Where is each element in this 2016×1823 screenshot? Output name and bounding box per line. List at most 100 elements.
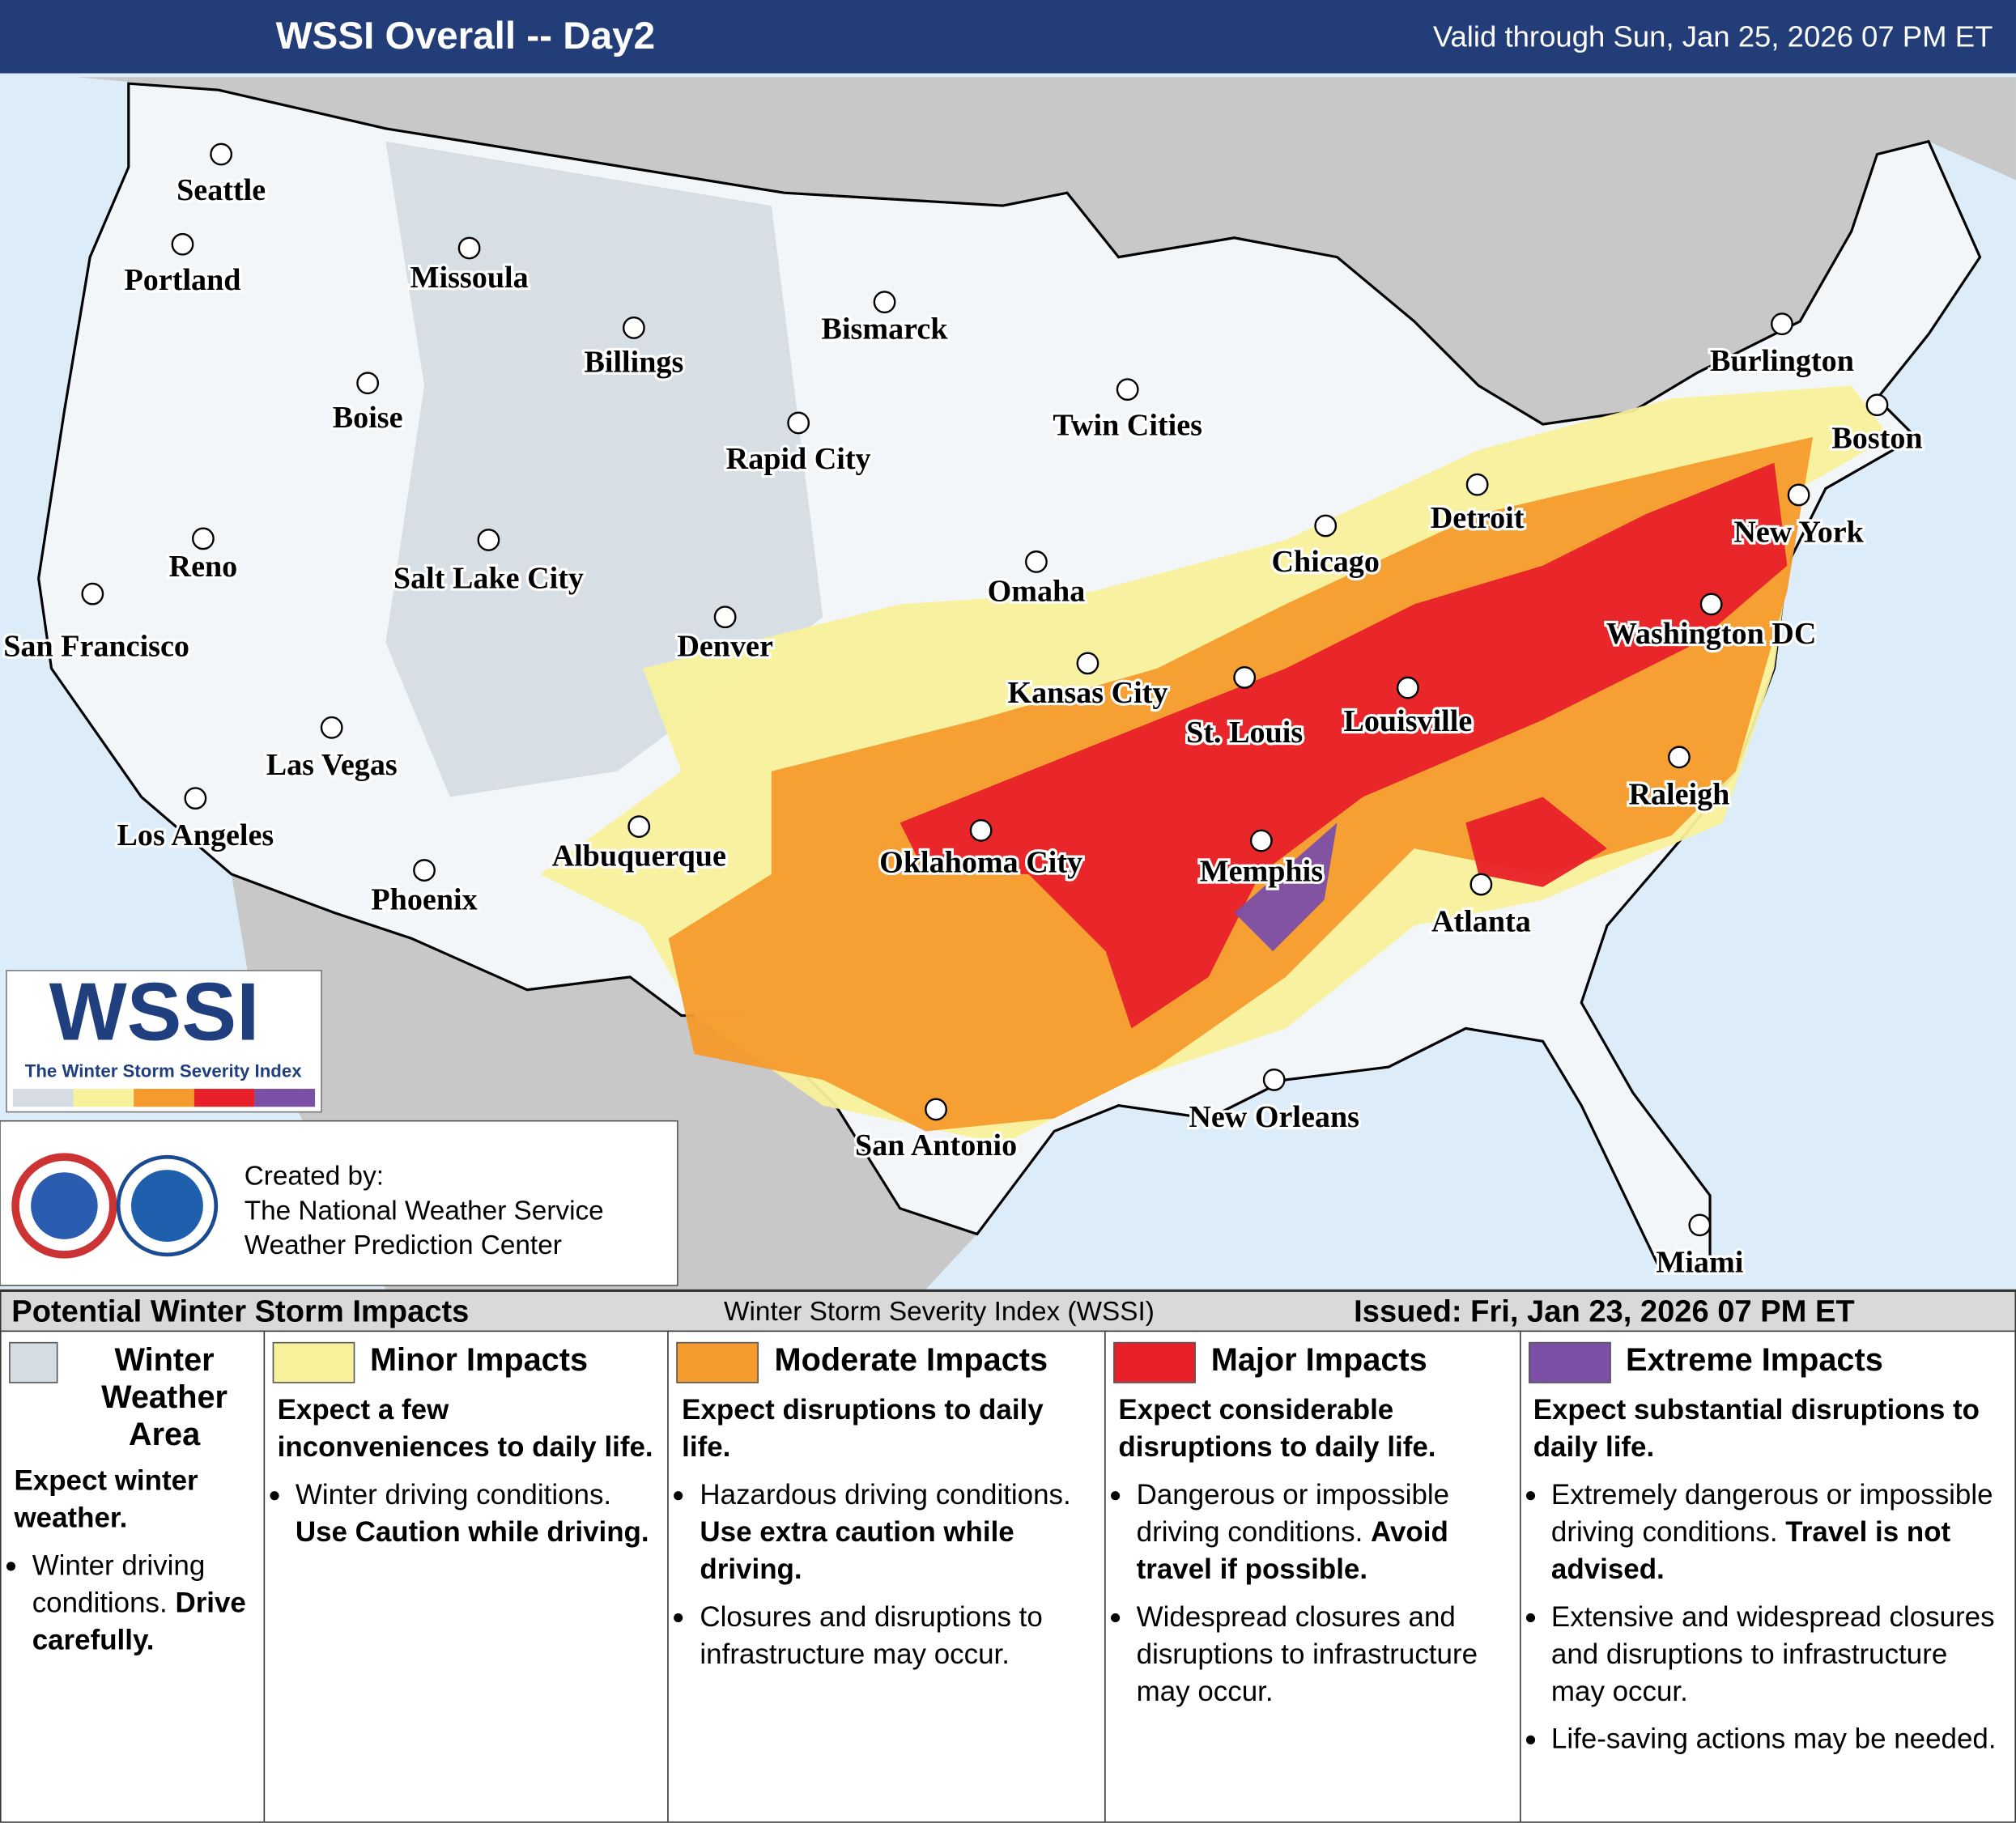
impact-area bbox=[385, 141, 823, 797]
city-label: New Orleans bbox=[1189, 1100, 1359, 1134]
impact-area bbox=[1465, 797, 1608, 887]
city-dot bbox=[622, 317, 645, 339]
legend-column: Minor Impacts Expect a few inconveniences… bbox=[265, 1332, 670, 1822]
bullet-text: Extremely dangerous or impossible drivin… bbox=[1550, 1478, 1993, 1548]
bullet-emphasis: Avoid travel if possible. bbox=[1136, 1515, 1448, 1586]
legend-heading: Moderate Impacts bbox=[676, 1341, 1097, 1383]
legend-swatch bbox=[9, 1341, 58, 1383]
legend-bullet: Extremely dangerous or impossible drivin… bbox=[1551, 1476, 2007, 1587]
legend-swatch bbox=[1113, 1341, 1196, 1383]
city-label: Burlington bbox=[1710, 344, 1854, 378]
legend-column: Winter Weather Area Expect winter weather… bbox=[2, 1332, 265, 1822]
legend-heading: Major Impacts bbox=[1113, 1341, 1512, 1383]
legend-column: Extreme Impacts Expect substantial disrup… bbox=[1521, 1332, 2015, 1821]
logo-swatch bbox=[73, 1089, 134, 1107]
legend-bullet: Dangerous or impossible driving conditio… bbox=[1137, 1476, 1512, 1587]
city-label: Raleigh bbox=[1628, 777, 1729, 811]
legend-bullet: Winter driving conditions. Use Caution w… bbox=[296, 1476, 660, 1550]
legend-name: Minor Impacts bbox=[369, 1341, 589, 1379]
city-label: San Antonio bbox=[855, 1128, 1017, 1162]
logo-swatch bbox=[194, 1089, 255, 1107]
credits-line: The National Weather Service bbox=[245, 1196, 604, 1226]
map: Seattle Portland Missoula Billings Bismarck B… bbox=[0, 0, 2016, 1290]
city-label: Phoenix bbox=[371, 883, 477, 917]
bullet-text: Extensive and widespread closures and di… bbox=[1550, 1600, 1995, 1707]
logo-swatch bbox=[254, 1089, 316, 1107]
city-dot bbox=[320, 716, 343, 739]
legend-bullet: Widespread closures and disruptions to i… bbox=[1137, 1598, 1512, 1710]
bullet-emphasis: Use Caution while driving. bbox=[295, 1515, 649, 1548]
city-dot bbox=[1771, 312, 1793, 336]
bullet-text: Closures and disruptions to infrastructu… bbox=[700, 1600, 1043, 1670]
city-dot bbox=[171, 232, 194, 256]
legend-name: Major Impacts bbox=[1210, 1341, 1427, 1379]
city-dot bbox=[1262, 1069, 1286, 1091]
city-label: Chicago bbox=[1272, 545, 1380, 579]
legend-bullet: Extensive and widespread closures and di… bbox=[1551, 1598, 2007, 1710]
city-label: St. Louis bbox=[1186, 716, 1303, 750]
logo-color-bar bbox=[12, 1089, 316, 1107]
city-label: Miami bbox=[1656, 1245, 1743, 1279]
logo-swatch bbox=[134, 1089, 194, 1107]
impact-areas bbox=[385, 141, 1891, 1145]
legend: Potential Winter Storm Impacts Winter St… bbox=[0, 1289, 2016, 1823]
city-label: Reno bbox=[169, 550, 238, 584]
legend-swatch bbox=[1528, 1341, 1610, 1383]
city-dot bbox=[356, 372, 380, 395]
legend-bullet: Life-saving actions may be needed. bbox=[1551, 1720, 2007, 1757]
header-title: WSSI Overall -- Day2 bbox=[276, 15, 655, 57]
bullet-emphasis: Travel is not advised. bbox=[1550, 1515, 1951, 1586]
credits-line: Created by: bbox=[245, 1161, 384, 1191]
noaa-logo-inner bbox=[130, 1170, 203, 1243]
bullet-text: Widespread closures and disruptions to i… bbox=[1136, 1600, 1478, 1707]
impact-area bbox=[900, 462, 1788, 1029]
city-label: Omaha bbox=[988, 574, 1086, 608]
city-label: Kansas City bbox=[1007, 676, 1167, 710]
city-dot bbox=[1688, 1213, 1712, 1237]
legend-name: Extreme Impacts bbox=[1626, 1341, 1883, 1379]
legend-summary: Expect winter weather. bbox=[14, 1464, 198, 1534]
legend-summary: Expect considerable disruptions to daily… bbox=[1118, 1393, 1436, 1464]
legend-bullets: Dangerous or impossible driving conditio… bbox=[1113, 1476, 1512, 1710]
city-label: Memphis bbox=[1200, 855, 1323, 889]
logo-subtitle: The Winter Storm Severity Index bbox=[25, 1060, 302, 1081]
bullet-text: Winter driving conditions. bbox=[32, 1549, 206, 1619]
legend-summary: Expect a few inconveniences to daily lif… bbox=[277, 1393, 653, 1464]
city-dot bbox=[627, 815, 651, 838]
legend-swatch bbox=[272, 1341, 355, 1383]
city-label: Oklahoma City bbox=[879, 845, 1082, 879]
city-dot bbox=[210, 142, 233, 166]
city-dot bbox=[457, 236, 481, 260]
city-label: Louisville bbox=[1343, 704, 1472, 738]
legend-summary: Expect substantial disruptions to daily … bbox=[1533, 1393, 1980, 1464]
city-label: San Francisco bbox=[3, 630, 189, 664]
city-label: Denver bbox=[677, 630, 773, 664]
city-dot bbox=[713, 606, 737, 629]
legend-bullets: Extremely dangerous or impossible drivin… bbox=[1528, 1476, 2007, 1757]
city-label: Rapid City bbox=[726, 442, 871, 476]
legend-heading: Minor Impacts bbox=[272, 1341, 660, 1383]
city-label: Las Vegas bbox=[266, 748, 398, 782]
city-label: Salt Lake City bbox=[393, 562, 584, 596]
city-label: Twin Cities bbox=[1053, 409, 1202, 443]
bullet-emphasis: Use extra caution while driving. bbox=[700, 1515, 1014, 1586]
legend-index-name: Winter Storm Severity Index (WSSI) bbox=[724, 1297, 1155, 1327]
legend-column: Major Impacts Expect considerable disrupt… bbox=[1106, 1332, 1521, 1822]
city-dot bbox=[873, 291, 896, 314]
city-dot bbox=[1465, 473, 1489, 496]
city-dot bbox=[969, 818, 993, 842]
legend-columns: Winter Weather Area Expect winter weather… bbox=[2, 1332, 2015, 1822]
bullet-text: Life-saving actions may be needed. bbox=[1550, 1722, 1997, 1755]
legend-bullet: Hazardous driving conditions. Use extra … bbox=[700, 1476, 1096, 1587]
logo-swatch bbox=[12, 1089, 74, 1107]
city-label: Atlanta bbox=[1431, 905, 1531, 939]
legend-issued: Issued: Fri, Jan 23, 2026 07 PM ET bbox=[1354, 1294, 1855, 1329]
city-dot bbox=[184, 787, 207, 810]
legend-bar: Potential Winter Storm Impacts Winter St… bbox=[1, 1291, 2015, 1332]
city-dot bbox=[413, 859, 436, 882]
impact-area bbox=[1234, 822, 1338, 952]
canada bbox=[77, 77, 2016, 425]
legend-name: Winter Weather Area bbox=[101, 1341, 228, 1453]
logo-box bbox=[6, 970, 322, 1113]
